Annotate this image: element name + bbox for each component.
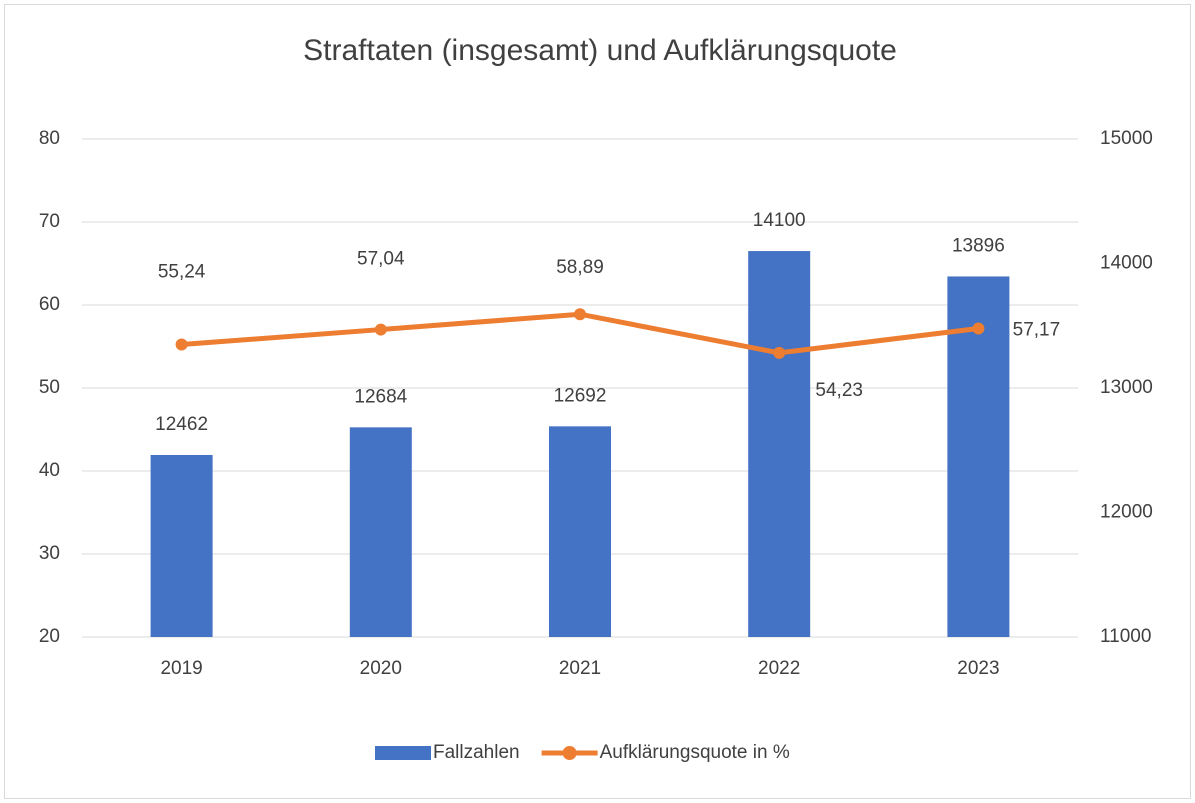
bar: [549, 426, 611, 637]
x-tick-label: 2020: [360, 658, 402, 679]
chart-title: Straftaten (insgesamt) und Aufklärungsqu…: [303, 34, 897, 67]
x-tick-label: 2023: [957, 658, 999, 679]
x-tick-label: 2021: [559, 658, 601, 679]
y2-tick-label: 13000: [1100, 377, 1153, 398]
line-label: 55,24: [158, 262, 206, 283]
legend-label: Aufklärungsquote in %: [600, 742, 790, 763]
y-tick-label: 80: [39, 128, 60, 149]
bar: [150, 454, 213, 637]
line-point: [175, 338, 188, 351]
line-point: [773, 346, 786, 359]
x-tick-label: 2022: [758, 658, 800, 679]
y-tick-label: 50: [39, 377, 60, 398]
y2-tick-label: 12000: [1100, 502, 1153, 523]
line-label: 57,04: [357, 249, 405, 270]
bar-label: 12462: [155, 414, 208, 435]
line-point: [574, 308, 586, 321]
bar-label: 12684: [354, 386, 407, 407]
bar-label: 12692: [554, 385, 607, 406]
x-tick-label: 2019: [160, 658, 202, 679]
y-tick-label: 60: [39, 294, 60, 315]
y-tick-label: 70: [39, 211, 60, 232]
bar: [349, 427, 412, 637]
y-tick-label: 40: [39, 460, 60, 481]
line-label: 57,17: [1013, 320, 1061, 341]
legend-marker: [562, 746, 577, 760]
bar: [947, 276, 1010, 637]
line-point: [374, 323, 387, 336]
y-tick-label: 20: [39, 626, 60, 647]
legend-swatch: [375, 746, 431, 760]
line-label: 54,23: [815, 380, 863, 401]
bar-label: 14100: [753, 210, 806, 231]
y2-tick-label: 11000: [1100, 626, 1151, 647]
line-point: [972, 322, 985, 335]
bar: [748, 251, 811, 638]
line-label: 58,89: [556, 257, 604, 278]
y-tick-label: 30: [39, 543, 60, 564]
legend-label: Fallzahlen: [433, 742, 520, 763]
y2-tick-label: 15000: [1100, 128, 1153, 149]
bar-label: 13896: [952, 235, 1005, 256]
y2-tick-label: 14000: [1100, 253, 1153, 274]
